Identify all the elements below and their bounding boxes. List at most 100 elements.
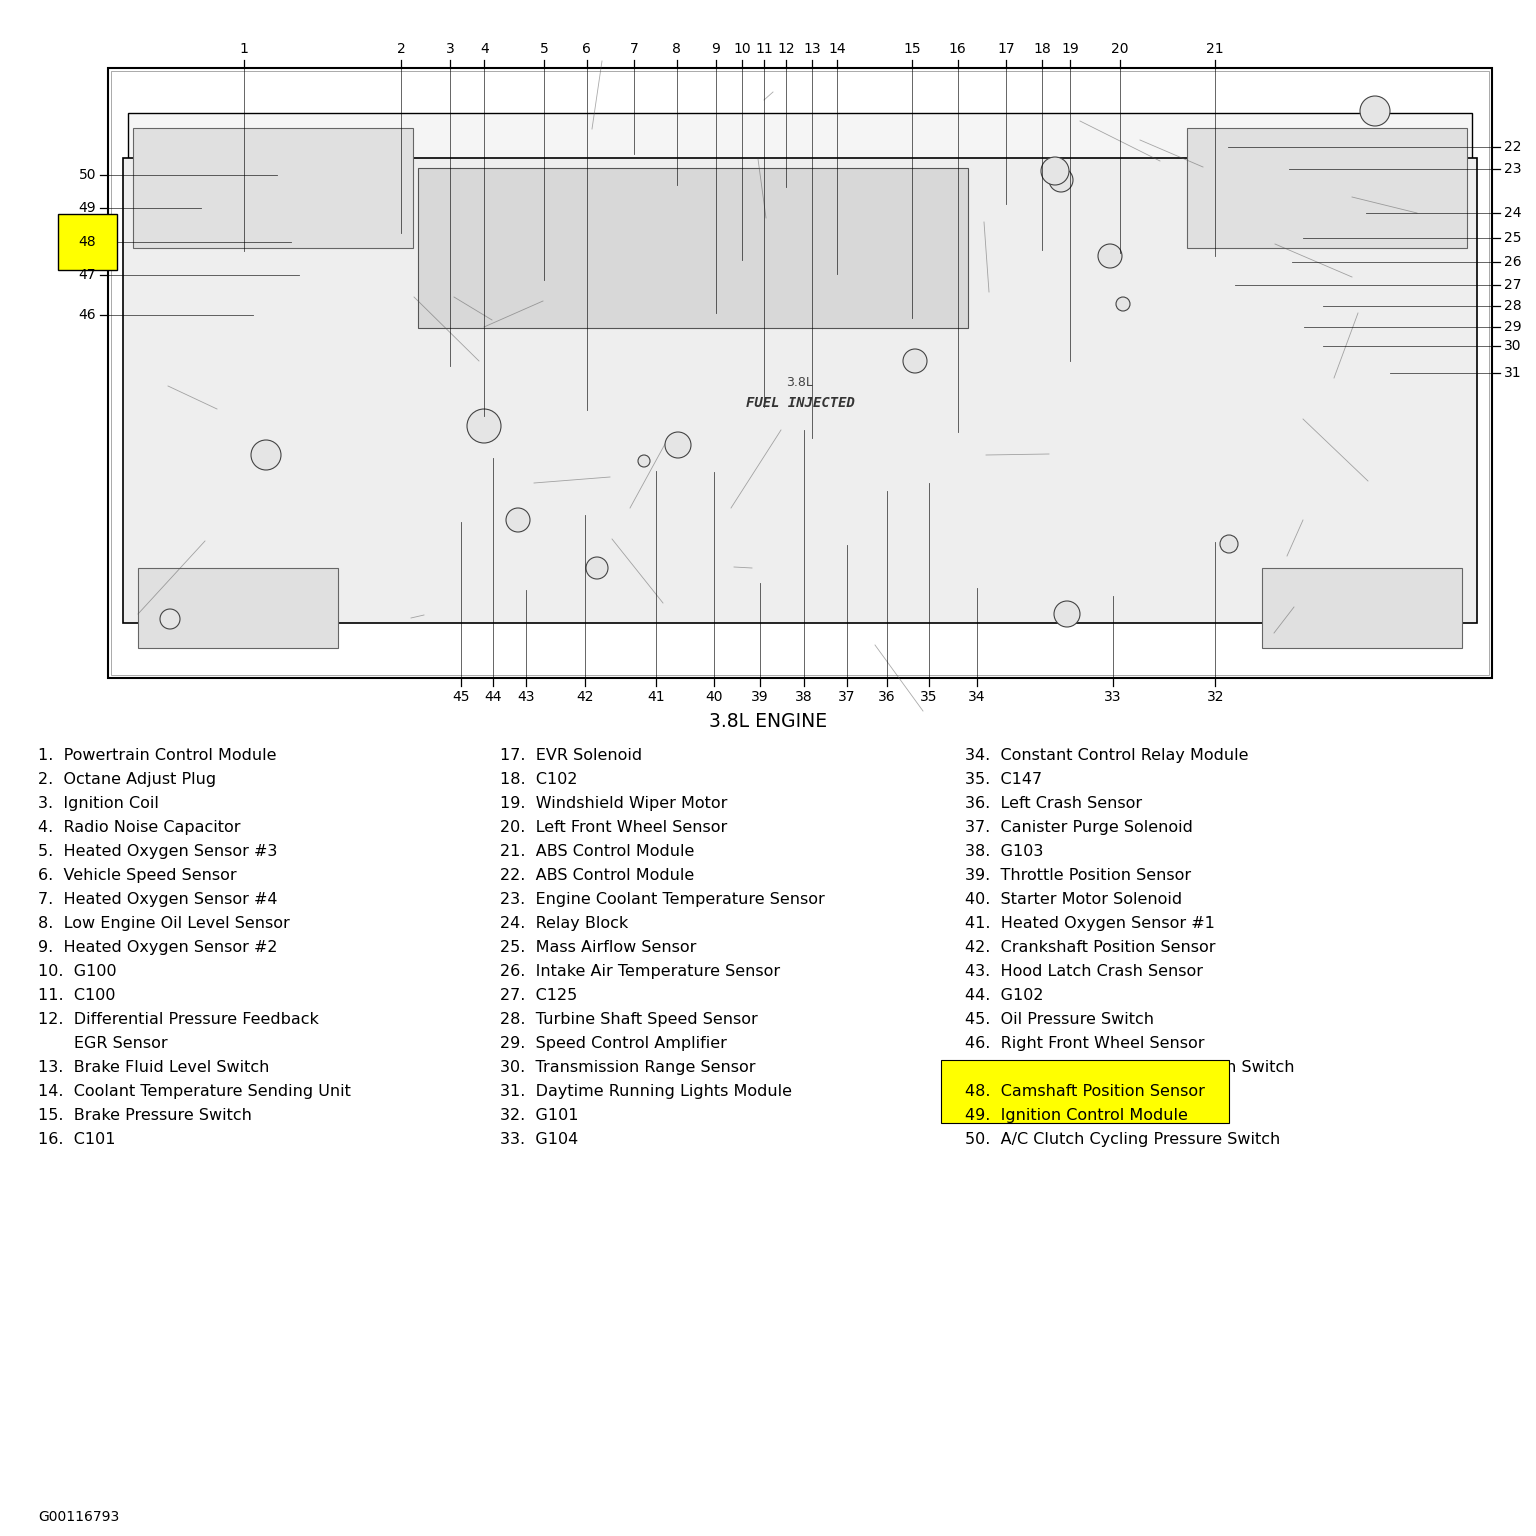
Circle shape — [505, 508, 530, 531]
Text: 47.  A/C High Pressure Cutout/Fan Switch: 47. A/C High Pressure Cutout/Fan Switch — [965, 1060, 1295, 1075]
Bar — [127, 114, 1471, 167]
Text: G00116793: G00116793 — [38, 1510, 120, 1524]
Text: 14: 14 — [828, 41, 846, 55]
Text: 11: 11 — [756, 41, 773, 55]
Text: 37.  Canister Purge Solenoid: 37. Canister Purge Solenoid — [965, 820, 1193, 836]
Text: EGR Sensor: EGR Sensor — [38, 1035, 167, 1051]
Text: 4: 4 — [481, 41, 488, 55]
Bar — [1263, 568, 1462, 648]
Text: 15: 15 — [903, 41, 922, 55]
Text: 39.  Throttle Position Sensor: 39. Throttle Position Sensor — [965, 868, 1190, 883]
Text: 33: 33 — [1104, 690, 1121, 703]
Text: 46.  Right Front Wheel Sensor: 46. Right Front Wheel Sensor — [965, 1035, 1204, 1051]
Circle shape — [587, 558, 608, 579]
Text: 34.  Constant Control Relay Module: 34. Constant Control Relay Module — [965, 748, 1249, 763]
Bar — [108, 68, 1491, 677]
Text: 11.  C100: 11. C100 — [38, 988, 115, 1003]
Text: 28.  Turbine Shaft Speed Sensor: 28. Turbine Shaft Speed Sensor — [501, 1012, 757, 1028]
Text: 49: 49 — [78, 201, 95, 215]
Text: 18: 18 — [1034, 41, 1051, 55]
Text: 22: 22 — [1504, 140, 1522, 154]
Circle shape — [637, 455, 650, 467]
Text: 41.  Heated Oxygen Sensor #1: 41. Heated Oxygen Sensor #1 — [965, 915, 1215, 931]
Text: 10: 10 — [733, 41, 751, 55]
Text: 23: 23 — [1504, 161, 1522, 175]
Text: 47: 47 — [78, 269, 95, 283]
Text: 27: 27 — [1504, 278, 1522, 292]
Text: 20.  Left Front Wheel Sensor: 20. Left Front Wheel Sensor — [501, 820, 727, 836]
Text: 5.  Heated Oxygen Sensor #3: 5. Heated Oxygen Sensor #3 — [38, 843, 278, 859]
Circle shape — [903, 349, 928, 373]
Text: 1.  Powertrain Control Module: 1. Powertrain Control Module — [38, 748, 276, 763]
Text: FUEL INJECTED: FUEL INJECTED — [745, 396, 854, 410]
Text: 20: 20 — [1111, 41, 1129, 55]
Text: 19.  Windshield Wiper Motor: 19. Windshield Wiper Motor — [501, 796, 728, 811]
Circle shape — [1054, 601, 1080, 627]
Text: 26.  Intake Air Temperature Sensor: 26. Intake Air Temperature Sensor — [501, 965, 780, 978]
Text: 31.  Daytime Running Lights Module: 31. Daytime Running Lights Module — [501, 1084, 793, 1098]
Text: 28: 28 — [1504, 300, 1522, 313]
Text: 6.  Vehicle Speed Sensor: 6. Vehicle Speed Sensor — [38, 868, 237, 883]
Text: 27.  C125: 27. C125 — [501, 988, 578, 1003]
Text: 25.  Mass Airflow Sensor: 25. Mass Airflow Sensor — [501, 940, 696, 955]
Text: 39: 39 — [751, 690, 768, 703]
Circle shape — [1117, 296, 1130, 310]
Text: 17: 17 — [997, 41, 1015, 55]
Text: 46: 46 — [78, 309, 95, 323]
Text: 15.  Brake Pressure Switch: 15. Brake Pressure Switch — [38, 1107, 252, 1123]
Text: 24.  Relay Block: 24. Relay Block — [501, 915, 628, 931]
Text: 45: 45 — [452, 690, 470, 703]
Text: 48: 48 — [78, 235, 95, 249]
Text: 36.  Left Crash Sensor: 36. Left Crash Sensor — [965, 796, 1143, 811]
Bar — [123, 158, 1478, 624]
Text: 3.8L ENGINE: 3.8L ENGINE — [710, 713, 826, 731]
Text: 32.  G101: 32. G101 — [501, 1107, 579, 1123]
Text: 22.  ABS Control Module: 22. ABS Control Module — [501, 868, 694, 883]
Text: 40: 40 — [705, 690, 723, 703]
Text: 16: 16 — [949, 41, 966, 55]
Bar — [1187, 127, 1467, 247]
Circle shape — [1041, 157, 1069, 184]
Bar — [134, 127, 413, 247]
Text: 8.  Low Engine Oil Level Sensor: 8. Low Engine Oil Level Sensor — [38, 915, 290, 931]
Text: 43: 43 — [518, 690, 535, 703]
Text: 12.  Differential Pressure Feedback: 12. Differential Pressure Feedback — [38, 1012, 319, 1028]
Text: 36: 36 — [879, 690, 895, 703]
Text: 7: 7 — [630, 41, 639, 55]
Text: 7.  Heated Oxygen Sensor #4: 7. Heated Oxygen Sensor #4 — [38, 892, 278, 906]
Text: 34: 34 — [968, 690, 986, 703]
Circle shape — [1098, 244, 1121, 267]
Text: 44: 44 — [484, 690, 501, 703]
Text: 45.  Oil Pressure Switch: 45. Oil Pressure Switch — [965, 1012, 1154, 1028]
Text: 33.  G104: 33. G104 — [501, 1132, 578, 1147]
Text: 49.  Ignition Control Module: 49. Ignition Control Module — [965, 1107, 1187, 1123]
Text: 6: 6 — [582, 41, 591, 55]
Text: 18.  C102: 18. C102 — [501, 773, 578, 786]
Text: 35.  C147: 35. C147 — [965, 773, 1041, 786]
Circle shape — [160, 608, 180, 630]
Bar — [111, 71, 1488, 674]
Text: 2.  Octane Adjust Plug: 2. Octane Adjust Plug — [38, 773, 217, 786]
Text: 42.  Crankshaft Position Sensor: 42. Crankshaft Position Sensor — [965, 940, 1215, 955]
Text: 17.  EVR Solenoid: 17. EVR Solenoid — [501, 748, 642, 763]
Text: 13.  Brake Fluid Level Switch: 13. Brake Fluid Level Switch — [38, 1060, 269, 1075]
Circle shape — [1359, 95, 1390, 126]
Text: 12: 12 — [777, 41, 796, 55]
Text: 24: 24 — [1504, 206, 1522, 220]
Text: 2: 2 — [396, 41, 406, 55]
Text: 37: 37 — [839, 690, 856, 703]
Text: 9.  Heated Oxygen Sensor #2: 9. Heated Oxygen Sensor #2 — [38, 940, 278, 955]
Circle shape — [1220, 535, 1238, 553]
Text: 13: 13 — [803, 41, 822, 55]
Text: 38: 38 — [796, 690, 813, 703]
Text: 48.  Camshaft Position Sensor: 48. Camshaft Position Sensor — [965, 1084, 1204, 1098]
Text: 19: 19 — [1061, 41, 1078, 55]
Text: 50: 50 — [78, 167, 95, 181]
Text: 32: 32 — [1206, 690, 1224, 703]
Text: 14.  Coolant Temperature Sending Unit: 14. Coolant Temperature Sending Unit — [38, 1084, 350, 1098]
Text: 44.  G102: 44. G102 — [965, 988, 1043, 1003]
Text: 30.  Transmission Range Sensor: 30. Transmission Range Sensor — [501, 1060, 756, 1075]
Text: 50.  A/C Clutch Cycling Pressure Switch: 50. A/C Clutch Cycling Pressure Switch — [965, 1132, 1279, 1147]
Circle shape — [250, 439, 281, 470]
Text: 25: 25 — [1504, 230, 1522, 244]
